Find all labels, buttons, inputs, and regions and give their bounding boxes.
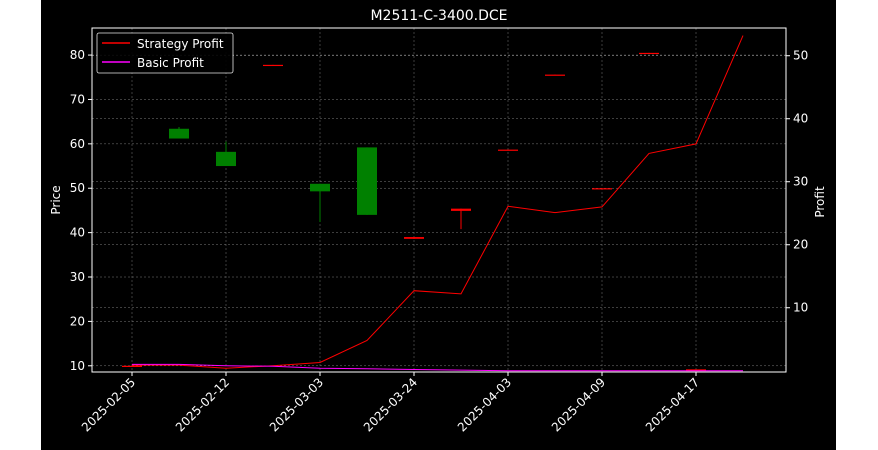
- left-tick-label: 50: [70, 181, 85, 195]
- grid-layer: [92, 28, 786, 372]
- right-tick-label: 40: [793, 112, 808, 126]
- right-tick-label: 20: [793, 238, 808, 252]
- figure-background: [41, 0, 836, 450]
- candle-body: [592, 188, 612, 190]
- left-tick-label: 30: [70, 270, 85, 284]
- candle-layer: [122, 52, 706, 371]
- legend: Strategy Profit Basic Profit: [96, 32, 234, 74]
- candle-body: [451, 208, 471, 211]
- candle-body: [357, 147, 377, 215]
- right-tick-label: 10: [793, 301, 808, 315]
- y-axis-left-label: Price: [49, 185, 63, 214]
- candle-body: [216, 151, 236, 167]
- left-tick-label: 10: [70, 359, 85, 373]
- y-axis-right-label: Profit: [813, 186, 827, 218]
- right-tick-label: 50: [793, 49, 808, 63]
- candle-body: [498, 149, 518, 151]
- left-tick-label: 70: [70, 92, 85, 106]
- chart-title: M2511-C-3400.DCE: [370, 8, 507, 24]
- left-tick-label: 80: [70, 48, 85, 62]
- candle-body: [310, 183, 330, 192]
- line-layer: [132, 35, 744, 372]
- left-tick-label: 60: [70, 137, 85, 151]
- candle-body: [404, 237, 424, 239]
- strategy-profit-line: [132, 35, 744, 369]
- candle-body: [686, 369, 706, 371]
- left-tick-label: 40: [70, 226, 85, 240]
- legend-strategy-label: Strategy Profit: [137, 37, 224, 51]
- right-tick-label: 30: [793, 175, 808, 189]
- candle-body: [169, 128, 189, 139]
- left-tick-label: 20: [70, 314, 85, 328]
- candle-body: [122, 365, 142, 367]
- plot-frame: [91, 27, 787, 373]
- legend-box: [96, 32, 234, 74]
- basic-profit-line: [132, 363, 743, 372]
- legend-basic-label: Basic Profit: [137, 56, 204, 70]
- candle-body: [639, 52, 659, 55]
- candle-body: [545, 74, 565, 76]
- candle-body: [263, 64, 283, 67]
